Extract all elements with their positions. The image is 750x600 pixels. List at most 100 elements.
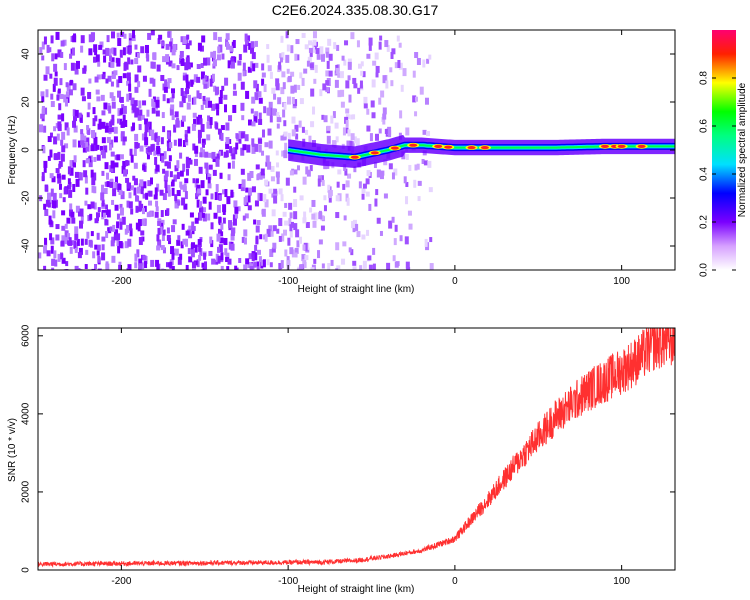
noise-cell xyxy=(225,142,230,150)
spectrogram-signal xyxy=(287,134,675,168)
noise-cell xyxy=(301,126,305,133)
noise-cell xyxy=(128,192,132,199)
noise-cell xyxy=(201,142,205,148)
noise-cell xyxy=(267,65,272,72)
noise-cell xyxy=(223,151,228,158)
noise-cell xyxy=(197,188,202,194)
noise-cell xyxy=(198,244,202,252)
noise-cell xyxy=(375,72,379,78)
noise-cell xyxy=(198,254,202,261)
noise-cell xyxy=(65,82,69,88)
noise-cell xyxy=(270,165,275,172)
noise-cell xyxy=(66,83,71,92)
noise-cell xyxy=(127,182,132,189)
noise-cell xyxy=(63,187,68,195)
noise-cell xyxy=(94,264,98,270)
noise-cell xyxy=(116,32,120,38)
noise-cell xyxy=(265,161,269,167)
noise-cell xyxy=(171,179,175,187)
noise-cell xyxy=(225,252,230,260)
noise-cell xyxy=(291,116,296,124)
noise-cell xyxy=(278,188,283,195)
noise-cell xyxy=(144,118,149,125)
noise-cell xyxy=(238,130,243,139)
noise-cell xyxy=(104,125,109,133)
noise-cell xyxy=(66,127,70,136)
noise-cell xyxy=(93,56,97,63)
noise-cell xyxy=(67,178,71,185)
noise-cell xyxy=(342,127,346,136)
noise-cell xyxy=(49,73,53,79)
noise-cell xyxy=(276,123,280,129)
noise-cell xyxy=(242,144,247,151)
noise-cell xyxy=(343,59,347,66)
noise-cell xyxy=(76,238,80,246)
x-tick-label: -100 xyxy=(278,276,298,287)
noise-cell xyxy=(159,222,163,228)
noise-cell xyxy=(282,82,286,90)
noise-cell xyxy=(45,184,49,192)
noise-cell xyxy=(160,210,164,218)
noise-cell xyxy=(289,170,294,176)
noise-cell xyxy=(204,162,209,169)
noise-cell xyxy=(374,133,379,141)
noise-cell xyxy=(177,256,182,265)
noise-cell xyxy=(247,35,251,42)
noise-cell xyxy=(80,45,84,53)
noise-cell xyxy=(88,78,92,84)
noise-cell xyxy=(232,40,236,49)
noise-cell xyxy=(335,242,340,251)
noise-cell xyxy=(174,203,178,209)
noise-cell xyxy=(275,83,280,91)
noise-cell xyxy=(289,247,294,255)
noise-cell xyxy=(256,249,261,255)
colorbar-tick-label: 0.4 xyxy=(699,167,710,181)
signal-hotspot-core xyxy=(350,155,359,159)
noise-cell xyxy=(375,189,379,196)
noise-cell xyxy=(224,248,228,256)
noise-cell xyxy=(171,225,176,233)
noise-cell xyxy=(125,160,129,167)
spectrogram-noise xyxy=(38,30,434,270)
noise-cell xyxy=(306,60,310,67)
snr-y-axis-label: SNR (10 * v/v) xyxy=(7,418,18,482)
noise-cell xyxy=(293,211,298,220)
noise-cell xyxy=(395,261,400,267)
noise-cell xyxy=(183,91,188,99)
noise-cell xyxy=(166,161,171,169)
noise-cell xyxy=(168,238,172,245)
noise-cell xyxy=(320,215,325,221)
noise-cell xyxy=(309,207,313,213)
noise-cell xyxy=(323,115,328,123)
noise-cell xyxy=(144,137,149,146)
noise-cell xyxy=(49,132,53,138)
noise-cell xyxy=(255,225,260,233)
noise-cell xyxy=(150,129,155,136)
noise-cell xyxy=(135,222,140,230)
noise-cell xyxy=(132,175,136,181)
noise-cell xyxy=(299,72,303,79)
noise-cell xyxy=(249,266,254,270)
noise-cell xyxy=(122,136,127,142)
noise-cell xyxy=(169,97,174,103)
noise-cell xyxy=(58,183,62,190)
signal-band-outer xyxy=(288,134,675,168)
noise-cell xyxy=(75,60,80,69)
noise-cell xyxy=(191,261,196,269)
noise-cell xyxy=(323,205,327,212)
noise-cell xyxy=(390,51,394,59)
noise-cell xyxy=(174,111,179,118)
noise-cell xyxy=(177,235,181,241)
noise-cell xyxy=(424,97,429,105)
noise-cell xyxy=(93,156,97,162)
noise-cell xyxy=(148,121,152,130)
noise-cell xyxy=(59,193,63,199)
noise-cell xyxy=(309,52,313,58)
noise-cell xyxy=(116,154,121,161)
noise-cell xyxy=(155,200,159,207)
noise-cell xyxy=(247,66,252,73)
noise-cell xyxy=(144,131,148,139)
noise-cell xyxy=(101,152,106,159)
noise-cell xyxy=(218,194,222,201)
noise-cell xyxy=(218,244,223,253)
